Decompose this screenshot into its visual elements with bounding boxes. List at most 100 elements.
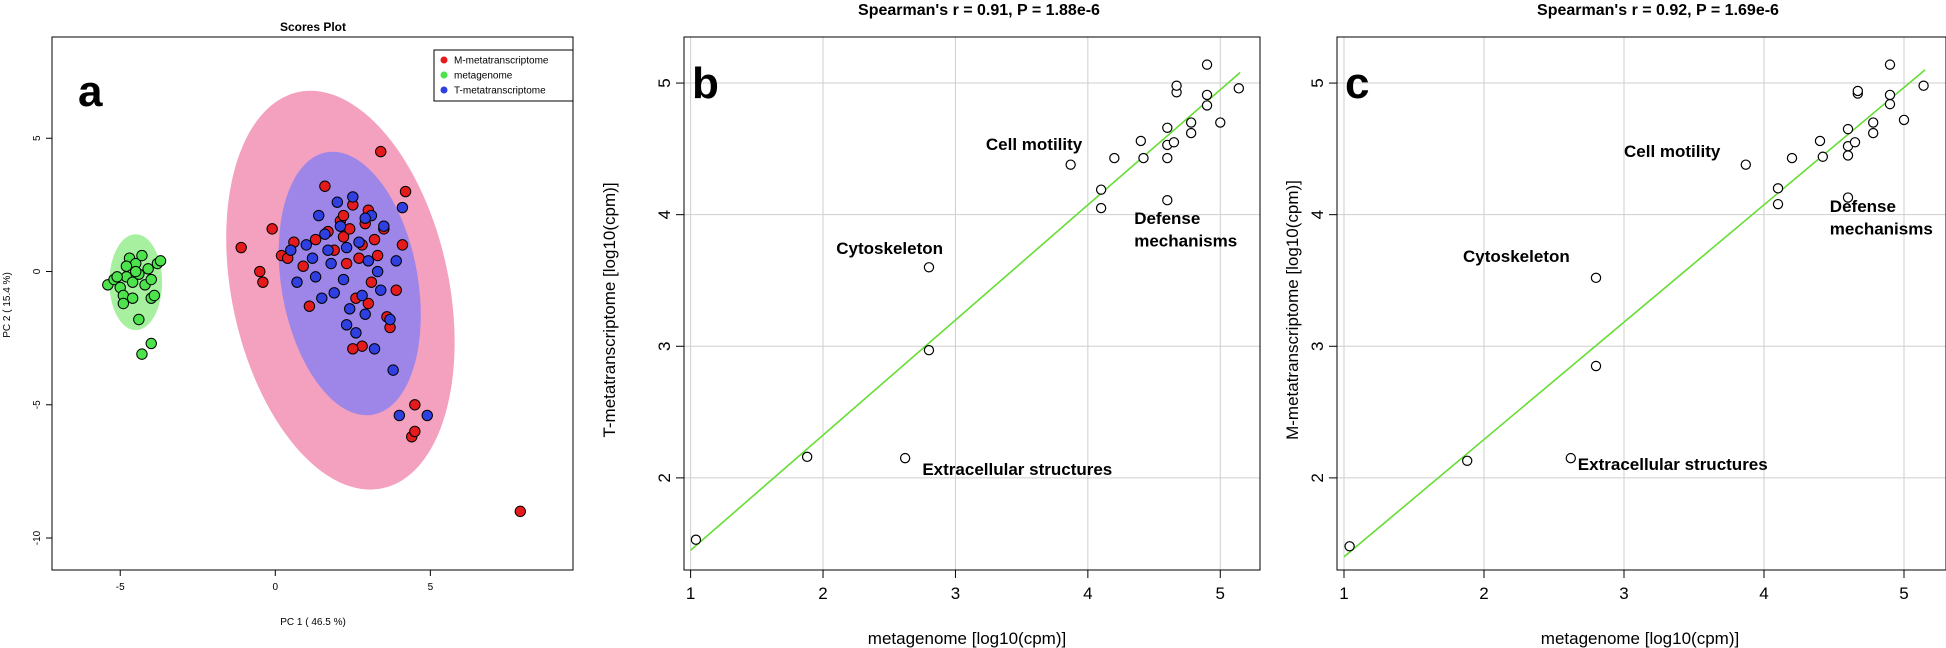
score-point bbox=[337, 231, 350, 243]
score-point bbox=[409, 399, 421, 411]
y-tick-label: -10 bbox=[32, 530, 43, 545]
score-point bbox=[390, 255, 402, 267]
data-point bbox=[1201, 100, 1213, 111]
data-point bbox=[899, 452, 911, 464]
score-point bbox=[340, 241, 353, 254]
correlation-panel-c: Spearman's r = 0.92, P = 1.69e-6 c Cell … bbox=[1283, 2, 1946, 648]
data-point bbox=[690, 534, 702, 545]
x-tick-label: 1 bbox=[686, 584, 695, 603]
score-point bbox=[409, 425, 421, 438]
data-point bbox=[1772, 198, 1784, 210]
score-point bbox=[340, 257, 353, 270]
score-point bbox=[319, 180, 331, 192]
legend-label: M-metatranscriptome bbox=[454, 56, 549, 67]
score-point bbox=[154, 255, 167, 267]
point-annotation: Defense bbox=[1830, 197, 1896, 216]
score-point bbox=[133, 313, 145, 326]
score-point bbox=[291, 276, 303, 288]
score-point bbox=[344, 223, 356, 235]
point-annotation: mechanisms bbox=[1134, 231, 1237, 250]
plot-frame bbox=[1336, 36, 1946, 571]
scores-plot-panel: Scores Plot a -5 0 5 5 0 -5 -10 PC 1 ( 46.5 %… bbox=[2, 20, 574, 628]
y-axis-label: T-metatranscriptome [log10(cpm)] bbox=[600, 182, 619, 437]
legend-marker bbox=[440, 86, 448, 94]
x-tick-label: 5 bbox=[428, 582, 434, 593]
data-point bbox=[923, 262, 935, 273]
score-points bbox=[102, 145, 526, 518]
data-points bbox=[1344, 59, 1929, 552]
score-point bbox=[514, 505, 526, 518]
x-tick-label: 2 bbox=[818, 584, 827, 603]
panel-label-c: c bbox=[1345, 59, 1369, 108]
score-point bbox=[337, 273, 350, 286]
score-point bbox=[235, 241, 247, 254]
score-point bbox=[297, 260, 309, 272]
score-point bbox=[340, 319, 353, 331]
score-point bbox=[371, 249, 384, 262]
score-point bbox=[145, 337, 157, 350]
score-point bbox=[356, 289, 368, 302]
score-point bbox=[306, 252, 319, 264]
plot-frame bbox=[683, 36, 1261, 571]
chart-title: Spearman's r = 0.91, P = 1.88e-6 bbox=[858, 2, 1100, 19]
score-point bbox=[387, 364, 399, 376]
legend-marker bbox=[440, 71, 448, 79]
y-tick-label: 3 bbox=[655, 342, 674, 351]
y-tick-label: 2 bbox=[1308, 473, 1327, 482]
data-point bbox=[1162, 152, 1173, 164]
legend-label: metagenome bbox=[454, 71, 513, 82]
score-point bbox=[356, 340, 368, 352]
data-point bbox=[1168, 137, 1180, 148]
grid-lines bbox=[684, 37, 1260, 570]
legend-box bbox=[433, 49, 574, 102]
point-annotation: Cytoskeleton bbox=[836, 239, 943, 258]
data-point bbox=[1138, 152, 1149, 164]
y-tick-label: 0 bbox=[32, 268, 43, 274]
grid-lines bbox=[1337, 37, 1946, 570]
data-point bbox=[1461, 455, 1473, 466]
data-point bbox=[1849, 137, 1861, 148]
data-points bbox=[690, 59, 1245, 545]
score-point bbox=[350, 327, 362, 339]
score-point bbox=[396, 239, 409, 251]
score-point bbox=[300, 239, 312, 251]
data-point bbox=[1842, 192, 1854, 203]
y-axis-ticks: 5 0 -5 -10 bbox=[32, 135, 52, 545]
score-point bbox=[254, 265, 266, 278]
panel-label-b: b bbox=[692, 59, 719, 108]
point-annotation: Extracellular structures bbox=[1578, 455, 1768, 474]
data-point bbox=[1817, 151, 1829, 162]
data-point bbox=[1867, 127, 1879, 139]
data-point bbox=[1786, 152, 1798, 164]
data-point bbox=[1842, 150, 1854, 161]
score-point bbox=[136, 348, 148, 360]
data-point bbox=[1185, 117, 1197, 128]
data-point bbox=[1201, 59, 1213, 70]
score-point bbox=[126, 276, 139, 288]
data-point bbox=[1135, 135, 1147, 147]
point-annotation: Cell motility bbox=[1624, 142, 1721, 161]
score-point bbox=[368, 343, 381, 355]
y-axis-ticks: 2 3 4 5 bbox=[1308, 78, 1337, 483]
score-point bbox=[117, 297, 130, 310]
score-point bbox=[353, 236, 365, 248]
y-tick-label: -5 bbox=[32, 400, 43, 409]
y-axis-label: M-metatranscriptome [log10(cpm)] bbox=[1283, 180, 1302, 440]
y-tick-label: 3 bbox=[1308, 342, 1327, 351]
data-point bbox=[1884, 59, 1896, 70]
score-point bbox=[266, 223, 278, 235]
regression-line bbox=[690, 71, 1241, 551]
data-point bbox=[1162, 194, 1173, 206]
score-point bbox=[347, 343, 359, 355]
x-tick-label: 2 bbox=[1479, 584, 1488, 603]
score-point bbox=[130, 265, 142, 278]
score-point bbox=[328, 287, 340, 299]
data-point bbox=[923, 345, 935, 356]
y-tick-label: 2 bbox=[655, 473, 674, 482]
x-tick-label: 3 bbox=[951, 584, 960, 603]
score-point bbox=[309, 233, 322, 246]
regression-line bbox=[1343, 69, 1926, 558]
data-point bbox=[1918, 80, 1929, 91]
point-annotation: Defense bbox=[1134, 209, 1200, 228]
